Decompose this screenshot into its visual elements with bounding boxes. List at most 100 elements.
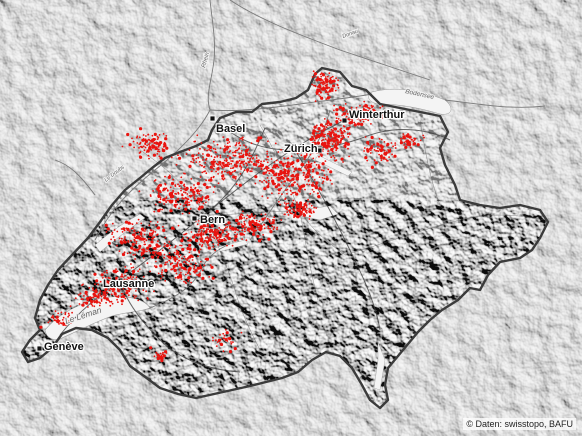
data-point [209, 236, 212, 239]
data-point [192, 270, 195, 273]
data-point [246, 157, 249, 160]
data-point [108, 283, 111, 286]
data-point [285, 172, 288, 175]
city-markers [36, 115, 348, 352]
data-point [169, 186, 172, 189]
data-point [143, 238, 145, 241]
data-point [187, 272, 189, 275]
data-point [199, 176, 202, 178]
data-point [358, 113, 360, 116]
data-point [83, 301, 85, 304]
data-point [286, 188, 289, 191]
data-point [176, 250, 180, 255]
data-point [263, 160, 265, 163]
data-point [78, 303, 81, 305]
data-point [93, 301, 96, 304]
data-point [92, 292, 96, 296]
data-point [143, 241, 146, 243]
data-point [313, 190, 315, 193]
data-point [118, 288, 121, 291]
data-point [39, 325, 43, 329]
data-point [243, 160, 246, 163]
data-point [251, 215, 254, 218]
data-point [62, 316, 65, 319]
data-point [280, 219, 283, 221]
data-point [266, 185, 270, 189]
data-point [289, 164, 291, 166]
data-point [176, 261, 179, 264]
lago-maggiore [373, 341, 386, 391]
data-point [239, 138, 242, 140]
data-point [57, 318, 59, 321]
data-point [284, 180, 287, 183]
data-point [175, 272, 178, 275]
data-point [191, 259, 194, 261]
data-point [321, 182, 324, 185]
data-point [230, 167, 232, 170]
data-point [204, 159, 207, 161]
data-point [338, 141, 340, 144]
data-point [162, 145, 165, 148]
data-point [125, 227, 128, 230]
data-point [385, 112, 389, 117]
data-point [260, 167, 263, 170]
data-point [132, 248, 135, 251]
data-point [98, 304, 101, 307]
data-point [313, 139, 316, 142]
data-point [294, 181, 296, 184]
data-point [153, 142, 156, 145]
data-point [290, 193, 293, 196]
data-point [129, 276, 132, 279]
data-point [261, 181, 263, 183]
data-point [268, 172, 271, 175]
data-point [274, 167, 277, 169]
city-marker-bern [191, 215, 198, 222]
data-point [390, 142, 393, 144]
data-point [148, 244, 152, 248]
data-point [225, 157, 228, 160]
data-point [399, 141, 403, 145]
data-point [240, 232, 244, 236]
data-point [204, 258, 207, 261]
data-point [159, 201, 162, 204]
data-point [209, 149, 212, 152]
city-label-winterthur: Winterthur [349, 109, 405, 121]
data-point [279, 169, 283, 174]
data-point [74, 297, 77, 300]
data-point [156, 153, 159, 155]
data-point [327, 124, 329, 127]
data-point [286, 157, 289, 160]
data-point [317, 165, 321, 169]
data-point [286, 192, 288, 195]
data-point [169, 262, 172, 265]
data-point [219, 238, 221, 241]
data-point [228, 170, 231, 173]
data-point [190, 199, 193, 202]
data-point [238, 183, 242, 187]
data-point [68, 320, 71, 322]
data-point [136, 142, 139, 144]
data-point [120, 237, 123, 240]
data-point [149, 220, 152, 223]
data-point [133, 236, 136, 239]
data-point [307, 161, 310, 164]
data-point [387, 115, 389, 118]
data-point [158, 187, 161, 189]
data-point [138, 190, 141, 193]
data-point [353, 121, 356, 124]
data-point [400, 137, 402, 140]
data-point [92, 296, 95, 299]
data-point [266, 217, 269, 220]
data-point [165, 352, 168, 354]
data-point [150, 235, 153, 237]
data-point [242, 153, 245, 156]
data-point [136, 250, 139, 252]
data-point [305, 212, 308, 214]
data-point [322, 180, 325, 183]
data-point [181, 212, 184, 215]
data-point [176, 258, 178, 261]
data-point [292, 178, 295, 180]
data-point [318, 79, 321, 82]
data-point [240, 223, 243, 226]
data-point [211, 230, 214, 233]
